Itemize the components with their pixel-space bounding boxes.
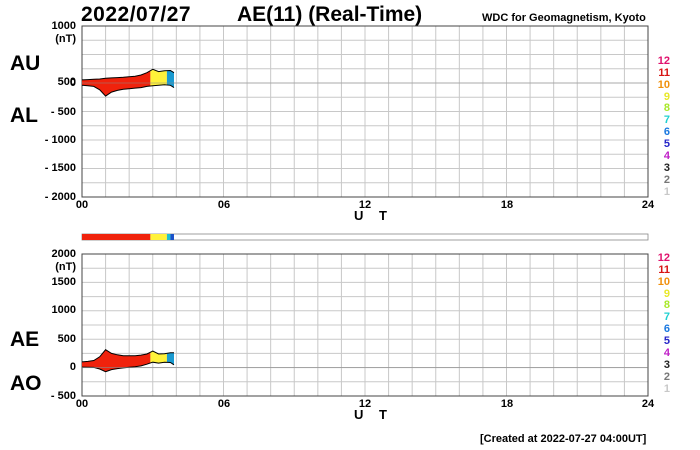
series-line-au [81,68,175,81]
x-tick-label: 00 [75,199,89,211]
plot-frame [81,253,649,397]
legend-item-label: 1 [663,383,670,395]
au-label: AU [10,52,41,75]
y-axis-unit: (nT) [55,261,76,273]
legend-item-label: 6 [663,126,670,138]
series-line-ae [81,349,174,363]
legend-item-label: 10 [657,79,670,91]
station-bar-segment [150,234,167,240]
y-tick-label: - 500 [50,106,76,118]
area-segment [150,69,167,87]
legend-item-label: 10 [657,276,670,288]
x-tick-label: 18 [500,398,514,410]
legend-item-label: 3 [663,162,670,174]
legend-item-label: 11 [658,264,670,276]
legend-item-label: 7 [663,114,670,126]
y-tick-label: - 1500 [44,162,76,174]
legend-item-label: 5 [663,138,670,150]
legend-item-label: 2 [663,174,670,186]
y-tick-label: - 2000 [44,191,76,203]
legend-item-label: 6 [663,323,670,335]
station-bar-segment [166,234,171,240]
y-tick-label: 500 [57,333,76,345]
y-tick-label: 1000 [51,20,76,32]
y-tick-label: 1500 [51,276,76,288]
station-bar-segment [170,234,174,240]
area-segment [82,70,151,97]
legend-item-label: 2 [663,371,670,383]
y-axis-unit: (nT) [55,33,76,45]
x-tick-label: 12 [358,398,372,410]
x-axis-label: U T [354,208,393,223]
y-tick-label: 2000 [51,248,76,260]
x-tick-label: 18 [500,199,514,211]
series-line-ao [81,361,175,373]
legend-item-label: 9 [663,91,670,103]
plot-frame [81,25,649,198]
legend-item-label: 8 [663,299,670,311]
x-tick-label: 24 [641,398,655,410]
area-segment [166,352,174,365]
y-tick-label: 1000 [51,304,76,316]
al-label: AL [10,104,38,127]
station-bar-segment [82,234,151,240]
x-tick-label: 06 [217,398,231,410]
ae-label: AE [10,328,40,351]
legend-item-label: 1 [663,186,670,198]
legend-item-label: 5 [663,335,670,347]
legend-item-label: 8 [663,102,670,114]
legend-item-label: 11 [658,67,670,79]
area-segment [82,349,151,372]
created-timestamp: [Created at 2022-07-27 04:00UT] [480,433,647,445]
y-tick-label: 0 [69,77,76,89]
x-axis-label: U T [354,407,393,422]
y-tick-label: - 500 [50,390,76,402]
chart-title: AE(11) (Real-Time) [237,3,423,26]
y-tick-label: 500 [57,76,76,88]
date-label: 2022/07/27 [81,3,192,26]
legend-item-label: 9 [663,288,670,300]
x-tick-label: 12 [358,199,372,211]
x-tick-label: 00 [75,398,89,410]
area-segment [166,70,174,88]
y-tick-label: 0 [69,361,76,373]
series-line-al [81,84,175,97]
legend-item-label: 3 [663,359,670,371]
x-tick-label: 06 [217,199,231,211]
legend-item-label: 12 [657,55,670,67]
legend-item-label: 7 [663,311,670,323]
legend-item-label: 4 [663,150,670,162]
x-tick-label: 24 [641,199,655,211]
ao-label: AO [10,372,42,395]
legend-item-label: 4 [663,347,670,359]
legend-item-label: 12 [657,252,670,264]
institution-label: WDC for Geomagnetism, Kyoto [482,12,646,24]
y-tick-label: - 1000 [44,134,76,146]
